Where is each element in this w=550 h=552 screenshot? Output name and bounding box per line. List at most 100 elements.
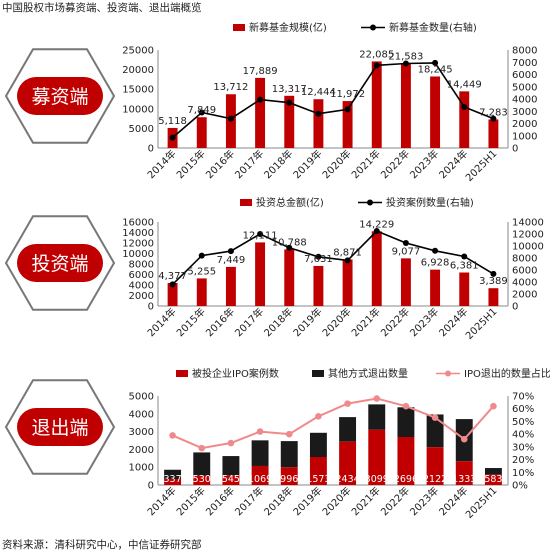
bar [196,117,207,148]
right-tick-label: 12000 [512,230,544,241]
bar-data-label: 17,889 [243,66,278,77]
bar [255,77,266,148]
bar-data-label: 14,449 [447,79,482,90]
bar [371,231,382,306]
right-tick-label: 6000 [512,266,537,277]
legend-label: 新募基金数量(右轴) [389,21,477,34]
x-tick-label: 2018年 [261,305,295,339]
bar [430,76,441,148]
line-point [402,240,409,246]
x-tick-label: 2023年 [407,147,441,181]
bar [342,101,353,148]
bar-other-exit [339,417,357,442]
ipo-data-label: 545 [222,474,240,485]
line-point [461,103,468,110]
x-tick-label: 2016年 [203,305,237,339]
left-tick-label: 2000 [129,291,154,302]
line-point [315,253,322,260]
right-tick-label: 2000 [512,119,537,130]
investment-pill [17,244,103,282]
bar-data-label: 7,283 [479,107,508,118]
bar-other-exit [164,469,182,480]
right-tick-label: 60% [512,404,534,415]
legend-label: 新募基金规模(亿) [249,21,327,34]
line-point [315,413,322,420]
exit-pill [17,408,103,446]
bar-ipo-exit [251,465,269,485]
x-tick-label: 2025H1 [464,306,500,342]
left-tick-label: 10000 [122,249,154,260]
line-point [198,444,206,452]
line-point [373,395,381,402]
line-point [402,402,410,410]
x-tick-label: 2015年 [174,305,208,339]
left-tick-label: 15000 [122,85,154,96]
right-tick-label: 5000 [512,82,537,93]
right-tick-label: 10000 [512,242,544,253]
bar [255,242,266,306]
bar-data-label: 21,583 [388,51,423,62]
fundraising-chart: 募资端 0 5000 10000 15000 20000 25000 0 10002000300… [4,21,537,184]
series-line [172,62,494,139]
bar-data-label: 13,712 [213,82,248,93]
bar-data-label: 7,849 [187,105,216,116]
legend-swatch-bar [312,370,324,377]
x-tick-label: 2016年 [203,147,237,181]
bar-other-exit [397,407,415,438]
legend-swatch-point [367,199,373,206]
bar-data-label: 7,631 [304,254,333,265]
right-tick-label: 4000 [512,95,537,106]
bar-data-label: 6,928 [421,258,450,269]
line-point [344,106,351,113]
line-point [431,414,439,421]
bar-data-label: 14,229 [359,219,394,230]
bar-data-label: 11,972 [330,89,365,100]
legend-label: 投资案例数量(右轴) [386,196,474,209]
line-point [257,96,264,103]
bar [225,266,236,306]
legend-label: IPO退出的数量占比(右轴) [464,367,550,380]
x-tick-label: 2022年 [378,484,412,518]
page-title: 中国股权市场募资端、投资端、退出端概览 [2,2,202,14]
legend-swatch-bar [233,24,245,31]
line-point [198,252,205,259]
ipo-data-label: 1573 [306,474,330,485]
left-tick-label: 12000 [122,239,154,250]
bar [459,272,470,306]
investment-label: 投资端 [31,253,88,275]
line-point [344,257,351,264]
bar-other-exit [222,456,240,476]
bar-data-label: 13,317 [272,84,307,95]
bar-data-label: 7,449 [217,255,246,266]
left-tick-label: 4000 [129,409,154,420]
bar-other-exit [426,414,444,448]
left-tick-label: 0 [148,481,154,492]
right-tick-label: 40% [512,430,534,441]
bar-data-label: 18,245 [418,64,453,75]
bar-data-label: 10,788 [272,237,307,248]
right-tick-label: 7000 [512,58,537,69]
line-point [373,228,380,234]
left-tick-label: 14000 [122,228,154,239]
right-tick-label: 14000 [512,218,544,229]
legend-swatch-bar [176,370,188,377]
legend-label: 其他方式退出数量 [328,367,408,380]
left-tick-label: 5000 [129,392,154,403]
bar-ipo-exit [309,457,327,485]
bar-other-exit [193,452,211,476]
legend-label: 被投企业IPO案例数 [192,367,279,380]
bar-data-label: 8,871 [333,247,362,258]
bar [488,288,499,306]
ipo-data-label: 530 [193,474,211,485]
line-point [315,110,322,117]
bar-data-label: 22,085 [359,49,394,60]
left-tick-label: 5000 [129,124,154,135]
line-point [285,430,293,438]
line-point [169,134,176,141]
line-point [169,281,176,288]
left-tick-label: 8000 [129,260,154,271]
line-point [490,270,497,277]
left-tick-label: 3000 [129,427,154,438]
bar [371,61,382,148]
bar [400,63,411,148]
